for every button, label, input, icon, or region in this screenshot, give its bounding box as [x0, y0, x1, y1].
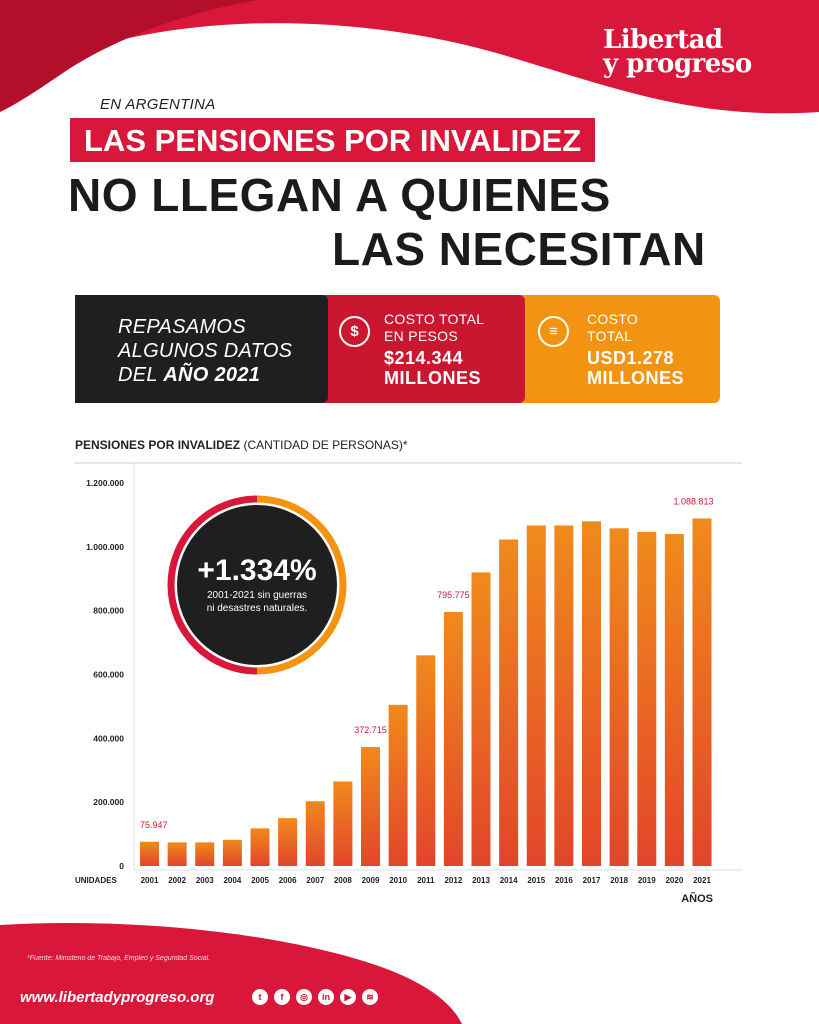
- bar: [499, 539, 519, 866]
- y-tick-label: 800.000: [93, 606, 124, 616]
- x-tick-label: 2007: [306, 876, 324, 885]
- x-tick-label: 2008: [334, 876, 352, 885]
- callout-ring-red: [167, 495, 258, 675]
- x-tick-label: 2010: [389, 876, 407, 885]
- recap-box: [75, 295, 328, 403]
- bar: [167, 842, 187, 866]
- bar: [195, 842, 215, 866]
- x-tick-label: 2014: [500, 876, 518, 885]
- headline-line2: LAS NECESITAN: [332, 223, 706, 275]
- bar: [278, 818, 298, 866]
- usd-cost-label: COSTO TOTAL: [587, 311, 639, 344]
- bar: [250, 828, 270, 866]
- source-note: *Fuente: Ministerio de Trabajo, Empleo y…: [27, 955, 211, 962]
- data-label: 372.715: [354, 725, 387, 735]
- bar: [361, 747, 380, 866]
- x-tick-label: 2015: [527, 876, 545, 885]
- data-label: 795.775: [437, 590, 470, 600]
- bar: [664, 534, 684, 866]
- x-tick-label: 2018: [610, 876, 628, 885]
- x-tick-label: 2004: [223, 876, 241, 885]
- instagram-icon[interactable]: ◎: [296, 989, 312, 1005]
- bar: [471, 572, 491, 866]
- x-tick-label: 2019: [638, 876, 656, 885]
- bar: [609, 528, 629, 866]
- y-tick-label: 1.200.000: [86, 478, 124, 488]
- x-tick-label: 2013: [472, 876, 490, 885]
- bar: [526, 525, 546, 866]
- bar: [140, 841, 159, 866]
- y-tick-label: 0: [119, 861, 124, 871]
- spotify-icon[interactable]: ≋: [362, 989, 378, 1005]
- bar: [222, 839, 242, 866]
- data-label: 1.088.813: [673, 496, 713, 506]
- bar: [416, 655, 436, 866]
- recap-text: REPASAMOS ALGUNOS DATOS DEL AÑO 2021: [118, 316, 293, 386]
- x-tick-label: 2011: [417, 876, 435, 885]
- youtube-icon[interactable]: ▶: [340, 989, 356, 1005]
- callout-disc: [177, 505, 337, 665]
- usd-cost-box: [515, 295, 720, 403]
- x-tick-label: 2021: [693, 876, 711, 885]
- bar: [443, 612, 463, 866]
- x-tick-label: 2005: [251, 876, 269, 885]
- linkedin-icon[interactable]: in: [318, 989, 334, 1005]
- dollar-coin-icon: $: [339, 316, 370, 347]
- facebook-icon[interactable]: f: [274, 989, 290, 1005]
- y-tick-label: 400.000: [93, 733, 124, 743]
- social-icons: t f ◎ in ▶ ≋: [252, 989, 378, 1005]
- data-label: 75.947: [140, 820, 168, 830]
- website-link[interactable]: www.libertadyprogreso.org: [20, 989, 215, 1006]
- usd-cost-value: USD1.278 MILLONES: [587, 348, 684, 388]
- y-tick-label: 600.000: [93, 670, 124, 680]
- brand-logo: Libertad y progreso: [603, 25, 752, 79]
- x-tick-label: 2016: [555, 876, 573, 885]
- bar: [582, 521, 601, 866]
- bar: [554, 525, 574, 866]
- x-tick-label: 2009: [362, 876, 380, 885]
- x-tick-label: 2002: [168, 876, 186, 885]
- y-tick-label: 1.000.000: [86, 542, 124, 552]
- pesos-cost-value: $214.344 MILLONES: [384, 348, 481, 388]
- bar: [692, 518, 712, 866]
- callout-ring-orange: [256, 495, 347, 675]
- pesos-cost-label: COSTO TOTAL EN PESOS: [384, 311, 485, 344]
- bar: [388, 704, 408, 866]
- x-tick-label: 2017: [583, 876, 601, 885]
- bar: [637, 531, 657, 866]
- x-tick-label: 2020: [665, 876, 683, 885]
- x-tick-label: 2012: [444, 876, 462, 885]
- callout-line1: 2001-2021 sin guerras: [207, 590, 307, 601]
- y-tick-label: 200.000: [93, 797, 124, 807]
- tagline: LAS PENSIONES POR INVALIDEZ: [70, 118, 596, 162]
- callout-line2: ni desastres naturales.: [207, 603, 308, 614]
- x-tick-label: 2006: [279, 876, 297, 885]
- chart-title: PENSIONES POR INVALIDEZ (CANTIDAD DE PER…: [75, 438, 408, 452]
- x-tick-label: 2003: [196, 876, 214, 885]
- kicker: EN ARGENTINA: [100, 96, 216, 113]
- coins-stack-icon: ≡: [538, 316, 569, 347]
- pesos-cost-box: [320, 295, 525, 403]
- growth-callout: +1.334% 2001-2021 sin guerras ni desastr…: [167, 495, 347, 675]
- y-axis-unit-label: UNIDADES: [75, 876, 117, 885]
- headline-line1: NO LLEGAN A QUIENES: [68, 169, 611, 221]
- twitter-icon[interactable]: t: [252, 989, 268, 1005]
- bar: [305, 801, 325, 866]
- x-axis-label: AÑOS: [681, 892, 713, 905]
- bar: [333, 781, 353, 866]
- x-tick-label: 2001: [141, 876, 159, 885]
- callout-value: +1.334%: [197, 554, 316, 587]
